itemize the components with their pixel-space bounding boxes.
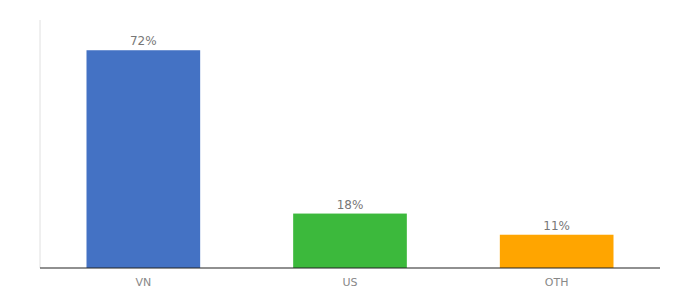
bar bbox=[87, 50, 201, 268]
bars bbox=[87, 50, 614, 268]
x-axis-line bbox=[40, 267, 660, 268]
x-tick-label: OTH bbox=[545, 276, 569, 289]
bar bbox=[293, 214, 407, 268]
data-label: 18% bbox=[337, 198, 364, 212]
chart-container: 72% 18% 11% VN US OTH bbox=[0, 0, 680, 300]
data-label: 72% bbox=[130, 34, 157, 48]
x-tick-label: US bbox=[342, 276, 357, 289]
data-label: 11% bbox=[543, 219, 570, 233]
x-tick-label: VN bbox=[135, 276, 151, 289]
bar bbox=[500, 235, 614, 268]
y-range-line bbox=[40, 20, 41, 268]
chart-svg: 72% 18% 11% VN US OTH bbox=[0, 0, 680, 300]
